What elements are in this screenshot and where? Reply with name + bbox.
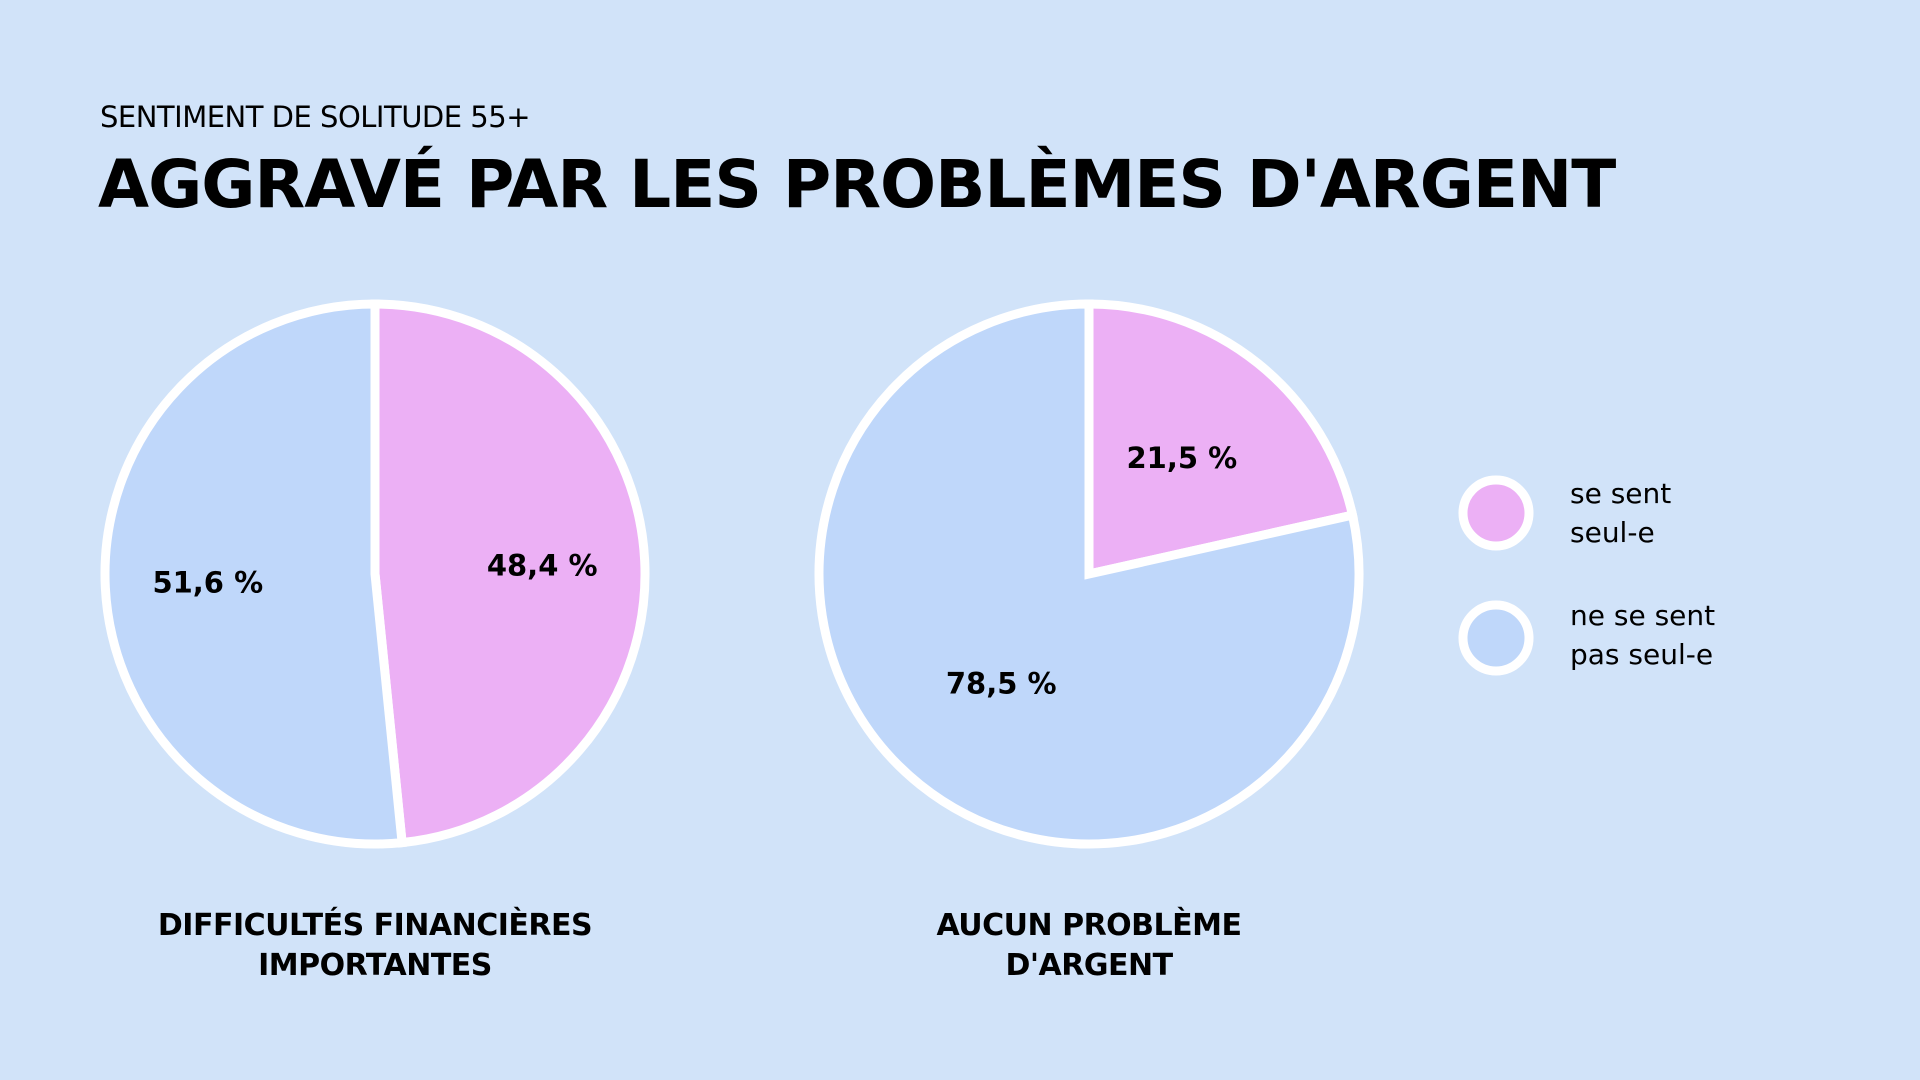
pie-1-data-label-2: 51,6 % [152, 565, 263, 599]
legend-label-line2: pas seul-e [1570, 638, 1714, 671]
legend-label-line2: seul-e [1570, 516, 1655, 549]
pie-2-title: AUCUN PROBLÈME D'ARGENT [789, 906, 1389, 986]
pie-2-slice-2 [814, 299, 1364, 849]
pie-2-slice-1 [1084, 299, 1358, 580]
pie-2-data-label-2: 78,5 % [946, 667, 1057, 701]
pie-1-data-label-1: 48,4 % [487, 549, 598, 583]
legend-item-not-lonely: ne se sent pas seul-e [1570, 596, 1770, 674]
legend-swatch-not-lonely [1458, 600, 1534, 676]
pie-2-title-line2: D'ARGENT [1005, 948, 1173, 983]
chart-title: AGGRAVÉ PAR LES PROBLÈMES D'ARGENT [98, 146, 1616, 223]
pie-1-title-line1: DIFFICULTÉS FINANCIÈRES [157, 908, 593, 943]
pie-2-title-line1: AUCUN PROBLÈME [936, 908, 1243, 943]
legend-label-line1: se sent [1570, 477, 1672, 510]
pie-1-title: DIFFICULTÉS FINANCIÈRES IMPORTANTES [75, 906, 675, 986]
pie-2-data-label-1: 21,5 % [1126, 441, 1237, 475]
legend-label-line1: ne se sent [1570, 599, 1716, 632]
pie-1-title-line2: IMPORTANTES [258, 948, 492, 983]
chart-subtitle: SENTIMENT DE SOLITUDE 55+ [100, 100, 531, 134]
pie-1-slice-2 [100, 299, 408, 849]
legend-item-lonely: se sent seul-e [1570, 474, 1770, 552]
legend-swatch-lonely [1458, 475, 1534, 551]
pie-1-slice-1 [370, 299, 650, 848]
